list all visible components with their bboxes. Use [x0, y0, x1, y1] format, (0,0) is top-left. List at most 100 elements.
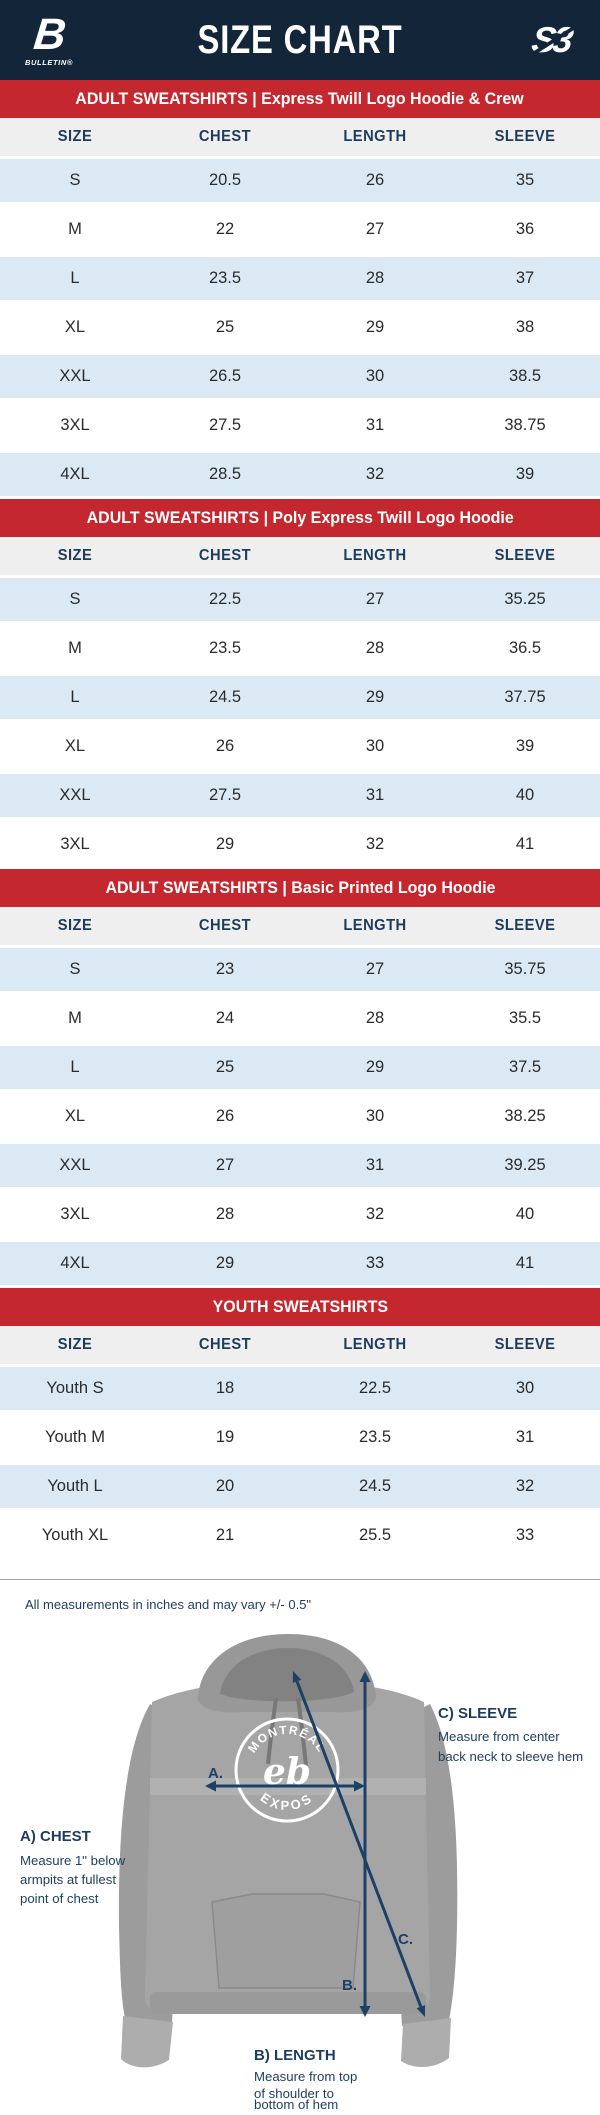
- measurement-cell: 28: [365, 269, 385, 287]
- table-row: XXL 27.5 31 40: [0, 771, 600, 820]
- table-row: XL 26 30 39: [0, 722, 600, 771]
- length-label-line: Measure from top: [254, 2069, 357, 2084]
- size-cell: XL: [64, 737, 86, 755]
- column-header-row: SIZE CHEST LENGTH SLEEVE: [0, 537, 600, 575]
- size-cell: M: [68, 1009, 82, 1027]
- size-cell: S: [69, 171, 81, 189]
- hoodie-drawstring-left: [266, 1697, 278, 1765]
- measurement-cell: 36: [515, 220, 535, 238]
- length-label-line: bottom of hem: [254, 2097, 338, 2110]
- size-cell: XXL: [59, 1156, 91, 1174]
- size-cell: XL: [64, 318, 86, 336]
- table-row: L 23.5 28 37: [0, 254, 600, 303]
- measurement-cell: 29: [215, 835, 235, 853]
- divider-line: [0, 1579, 600, 1580]
- measurement-cell: 35.25: [504, 590, 546, 608]
- measurement-cell: 28: [365, 1009, 385, 1027]
- measurement-cell: 37.75: [504, 688, 546, 706]
- logo-text-bottom: EXPOS: [258, 1790, 313, 1813]
- measurement-cell: 24: [215, 1009, 235, 1027]
- hoodie-pocket: [211, 1893, 361, 1989]
- section-band: ADULT SWEATSHIRTS | Express Twill Logo H…: [0, 80, 600, 118]
- hoodie-diagram: MONTRÉAL EXPOS eb A. B. C. C) SLEEVE Mea…: [0, 1626, 600, 2115]
- measurement-cell: 35: [515, 171, 535, 189]
- measurement-cell: 31: [365, 416, 385, 434]
- bulletin-wordmark: BULLETIN®: [24, 58, 73, 68]
- length-label-title: B) LENGTH: [254, 2047, 336, 2064]
- hoodie-left-cuff: [121, 2016, 173, 2068]
- measurement-cell: 20.5: [208, 171, 242, 189]
- measurement-cell: 24.5: [208, 688, 242, 706]
- measurement-cell: 23.5: [208, 269, 242, 287]
- chest-arrowhead-right: [354, 1780, 365, 1792]
- size-tables: ADULT SWEATSHIRTS | Express Twill Logo H…: [0, 80, 600, 1560]
- measurement-cell: 40: [515, 1205, 535, 1223]
- table-row: 3XL 29 32 41: [0, 820, 600, 869]
- column-header: SIZE: [57, 128, 93, 145]
- measurement-cell: 27: [365, 590, 385, 608]
- size-cell: 3XL: [60, 835, 90, 853]
- size-cell: Youth S: [46, 1379, 104, 1397]
- measurement-cell: 26: [215, 737, 235, 755]
- measurement-cell: 23.5: [208, 639, 242, 657]
- measurement-cell: 39.25: [504, 1156, 546, 1174]
- table-row: L 25 29 37.5: [0, 1043, 600, 1092]
- measurement-cell: 28.5: [208, 465, 242, 483]
- section-band: YOUTH SWEATSHIRTS: [0, 1288, 600, 1326]
- measurement-cell: 40: [515, 786, 535, 804]
- column-header: SLEEVE: [494, 547, 556, 564]
- measurement-cell: 41: [515, 1254, 535, 1272]
- measurements-note: All measurements in inches and may vary …: [25, 1597, 312, 1612]
- arrow-label-c: C.: [398, 1931, 413, 1948]
- size-cell: L: [70, 688, 80, 706]
- column-header: CHEST: [198, 547, 252, 564]
- table-row: Youth S 18 22.5 30: [0, 1364, 600, 1413]
- measurement-cell: 26.5: [208, 367, 242, 385]
- column-header: SIZE: [57, 1336, 93, 1353]
- table-row: M 24 28 35.5: [0, 994, 600, 1043]
- bulletin-logo: B BULLETIN®: [14, 10, 84, 68]
- hoodie-drawstring-right: [296, 1697, 308, 1767]
- sb-logo: S3: [516, 17, 589, 61]
- sleeve-label-title: C) SLEEVE: [438, 1705, 517, 1722]
- measurement-cell: 31: [365, 1156, 385, 1174]
- bulletin-b-icon: B: [31, 10, 67, 60]
- column-header: SLEEVE: [494, 128, 556, 145]
- size-cell: 4XL: [60, 1254, 90, 1272]
- column-header: LENGTH: [343, 547, 407, 564]
- size-cell: L: [70, 269, 80, 287]
- size-cell: L: [70, 1058, 80, 1076]
- measurement-cell: 32: [365, 1205, 385, 1223]
- measurement-cell: 28: [365, 639, 385, 657]
- measurement-cell: 30: [515, 1379, 535, 1397]
- chest-label-line: armpits at fullest: [20, 1872, 116, 1887]
- measurement-cell: 39: [515, 737, 535, 755]
- size-cell: XXL: [59, 367, 91, 385]
- measurement-cell: 41: [515, 835, 535, 853]
- measurement-cell: 20: [215, 1477, 235, 1495]
- measurement-cell: 37: [515, 269, 535, 287]
- section-band: ADULT SWEATSHIRTS | Poly Express Twill L…: [0, 499, 600, 537]
- table-row: Youth M 19 23.5 31: [0, 1413, 600, 1462]
- table-row: S 23 27 35.75: [0, 945, 600, 994]
- chest-label: A) CHEST Measure 1" below armpits at ful…: [20, 1828, 126, 1906]
- chest-arrowhead-left: [205, 1780, 216, 1792]
- section-title: ADULT SWEATSHIRTS | Basic Printed Logo H…: [104, 878, 496, 897]
- section-title: ADULT SWEATSHIRTS | Poly Express Twill L…: [86, 508, 514, 527]
- table-row: XL 25 29 38: [0, 303, 600, 352]
- table-row: M 23.5 28 36.5: [0, 624, 600, 673]
- measurement-cell: 32: [365, 835, 385, 853]
- table-row: 4XL 29 33 41: [0, 1239, 600, 1288]
- measurement-cell: 22.5: [358, 1379, 392, 1397]
- measurement-cell: 31: [515, 1428, 535, 1446]
- measurement-cell: 37.5: [508, 1058, 542, 1076]
- measurement-cell: 27.5: [208, 416, 242, 434]
- sleeve-arrowhead-top: [292, 1671, 302, 1683]
- measurement-cell: 36.5: [508, 639, 542, 657]
- sleeve-label-line: back neck to sleeve hem: [438, 1749, 583, 1764]
- measurement-arrows: [205, 1671, 425, 2017]
- hoodie-right-cuff: [401, 2018, 451, 2068]
- table-row: Youth L 20 24.5 32: [0, 1462, 600, 1511]
- chest-label-title: A) CHEST: [20, 1828, 91, 1845]
- column-header: LENGTH: [343, 128, 407, 145]
